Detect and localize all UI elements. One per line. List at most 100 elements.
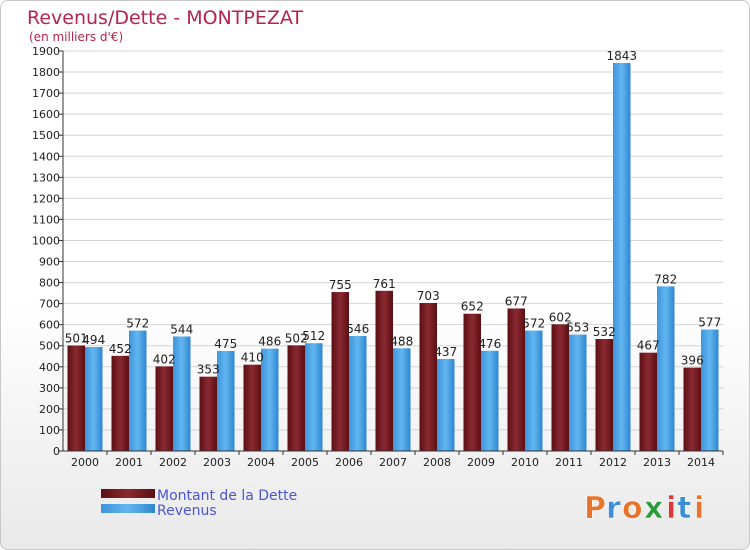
revenue-bar xyxy=(393,348,411,451)
x-tick-label: 2014 xyxy=(687,456,715,469)
value-label: 652 xyxy=(461,300,484,314)
value-label: 761 xyxy=(373,277,396,291)
debt-bar xyxy=(243,364,261,451)
logo-letter: i xyxy=(694,491,704,526)
revenue-bar xyxy=(657,286,675,451)
revenue-bar xyxy=(305,343,323,451)
revenue-bar xyxy=(437,359,455,451)
value-label: 396 xyxy=(681,354,704,368)
value-label: 488 xyxy=(390,334,413,348)
value-label: 703 xyxy=(417,289,440,303)
chart-subtitle: (en milliers d'€) xyxy=(29,30,123,44)
value-label: 572 xyxy=(522,317,545,331)
value-label: 486 xyxy=(258,335,281,349)
y-tick-label: 200 xyxy=(39,403,60,416)
y-tick-label: 0 xyxy=(53,445,60,458)
debt-bar xyxy=(683,367,701,451)
x-tick-label: 2004 xyxy=(247,456,275,469)
y-tick-label: 400 xyxy=(39,361,60,374)
axes xyxy=(62,51,723,452)
revenue-bar xyxy=(569,334,587,451)
debt-bar xyxy=(507,308,525,451)
value-label: 475 xyxy=(214,337,237,351)
value-label: 532 xyxy=(593,325,616,339)
debt-bar xyxy=(463,313,481,451)
y-axis-ticks: 0 100 200 300 400 500 600 700 800 900 1000 1100 1200… xyxy=(32,45,63,458)
y-tick-label: 1100 xyxy=(32,213,60,226)
legend-label-revenue: Revenus xyxy=(157,503,217,519)
revenue-bar xyxy=(701,329,719,451)
value-label: 437 xyxy=(434,345,457,359)
y-tick-label: 1800 xyxy=(32,66,60,79)
y-tick-label: 600 xyxy=(39,319,60,332)
debt-bar xyxy=(155,366,173,451)
value-label: 452 xyxy=(109,342,132,356)
y-tick-label: 900 xyxy=(39,256,60,269)
debt-bar xyxy=(375,290,393,451)
y-tick-label: 1500 xyxy=(32,129,60,142)
value-label: 572 xyxy=(126,317,149,331)
debt-bar xyxy=(551,324,569,451)
value-label: 544 xyxy=(170,322,193,336)
debt-bar xyxy=(287,345,305,451)
value-label: 410 xyxy=(241,351,264,365)
value-label: 1843 xyxy=(606,49,637,63)
value-label: 782 xyxy=(654,272,677,286)
value-label: 602 xyxy=(549,310,572,324)
value-label: 577 xyxy=(698,316,721,330)
x-tick-label: 2011 xyxy=(555,456,583,469)
x-tick-label: 2007 xyxy=(379,456,407,469)
value-label: 494 xyxy=(82,333,105,347)
debt-bar xyxy=(67,345,85,451)
logo-letter: o xyxy=(622,491,643,526)
logo-letter: i xyxy=(666,491,676,526)
legend-swatch-revenue xyxy=(101,504,155,513)
chart-title: Revenus/Dette - MONTPEZAT xyxy=(27,7,303,29)
value-label: 476 xyxy=(478,337,501,351)
y-tick-label: 500 xyxy=(39,340,60,353)
revenue-bar xyxy=(349,336,367,451)
revenue-bar xyxy=(261,348,279,451)
y-tick-label: 1000 xyxy=(32,234,60,247)
x-tick-label: 2008 xyxy=(423,456,451,469)
legend: Montant de la Dette Revenus xyxy=(101,488,297,519)
x-tick-label: 2002 xyxy=(159,456,187,469)
revenue-bar xyxy=(129,330,147,451)
logo-letter: x xyxy=(644,491,663,526)
value-label: 501 xyxy=(65,332,88,346)
logo-letter: P xyxy=(584,491,606,526)
y-tick-label: 1700 xyxy=(32,87,60,100)
x-axis-ticks: 2000 2001 2002 2003 2004 2005 2006 2007 2008 2009… xyxy=(71,451,724,469)
y-tick-label: 1600 xyxy=(32,108,60,121)
x-tick-label: 2003 xyxy=(203,456,231,469)
y-tick-label: 300 xyxy=(39,382,60,395)
x-tick-label: 2006 xyxy=(335,456,363,469)
value-label: 502 xyxy=(285,331,308,345)
revenue-bar xyxy=(217,351,235,451)
y-tick-label: 100 xyxy=(39,424,60,437)
revenue-bar xyxy=(525,330,543,451)
y-tick-label: 1200 xyxy=(32,192,60,205)
revenue-bar xyxy=(481,350,499,451)
value-label: 755 xyxy=(329,278,352,292)
debt-bar xyxy=(595,339,613,451)
logo-letter: r xyxy=(606,491,621,526)
x-tick-label: 2013 xyxy=(643,456,671,469)
y-tick-label: 1300 xyxy=(32,171,60,184)
value-label: 677 xyxy=(505,294,528,308)
debt-bar xyxy=(419,303,437,451)
x-tick-label: 2001 xyxy=(115,456,143,469)
revenue-bar xyxy=(173,336,191,451)
x-tick-label: 2009 xyxy=(467,456,495,469)
y-tick-label: 1900 xyxy=(32,45,60,58)
value-label: 353 xyxy=(197,363,220,377)
debt-bar xyxy=(111,355,129,451)
value-label: 553 xyxy=(566,321,589,335)
y-tick-label: 800 xyxy=(39,277,60,290)
value-label: 467 xyxy=(637,339,660,353)
logo-letter: t xyxy=(677,491,691,526)
